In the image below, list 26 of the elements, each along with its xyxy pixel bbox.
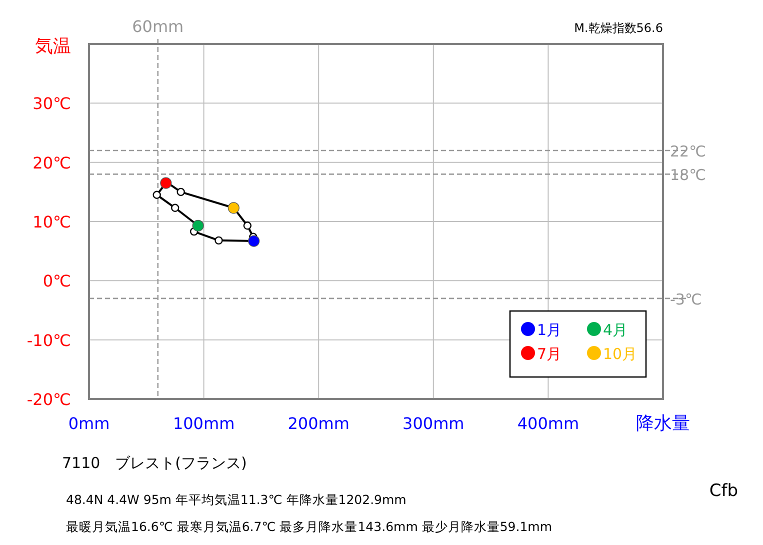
y-tick-label: 10℃ [32, 212, 71, 232]
y-axis-title: 気温 [35, 36, 71, 57]
x-tick-label: 100mm [172, 414, 235, 433]
text: Cfb [709, 481, 738, 501]
x-axis-title: 降水量 [636, 413, 690, 434]
text: M.乾燥指数56.6 [574, 21, 663, 35]
legend-label: 4月 [603, 321, 628, 339]
x-tick-label: 400mm [517, 414, 580, 433]
y-tick-label: 30℃ [32, 94, 71, 114]
legend-label: 7月 [537, 345, 562, 363]
y-tick-label: 20℃ [32, 153, 71, 172]
y-tick-label: -10℃ [26, 330, 71, 350]
x-tick-label: 0mm [68, 414, 110, 433]
ref-line-label: -3℃ [670, 290, 702, 308]
ref-line-label: 18℃ [670, 166, 706, 184]
x-tick-label: 200mm [288, 414, 350, 433]
x-tick-label: 300mm [402, 414, 464, 433]
y-tick-label: -20℃ [26, 390, 71, 409]
legend-label: 10月 [603, 345, 638, 363]
ref-line-label: 22℃ [670, 142, 706, 160]
text: 最暖月気温16.6℃ 最寒月気温6.7℃ 最多月降水量143.6mm 最少月降水量59.1mm [66, 519, 552, 534]
text: 7110 ブレスト(フランス) [62, 454, 247, 472]
ref-line-label: 60mm [132, 17, 184, 36]
y-tick-label: 0℃ [42, 272, 71, 291]
legend-label: 1月 [537, 321, 562, 339]
text: 48.4N 4.4W 95m 年平均気温11.3℃ 年降水量1202.9mm [66, 492, 406, 507]
